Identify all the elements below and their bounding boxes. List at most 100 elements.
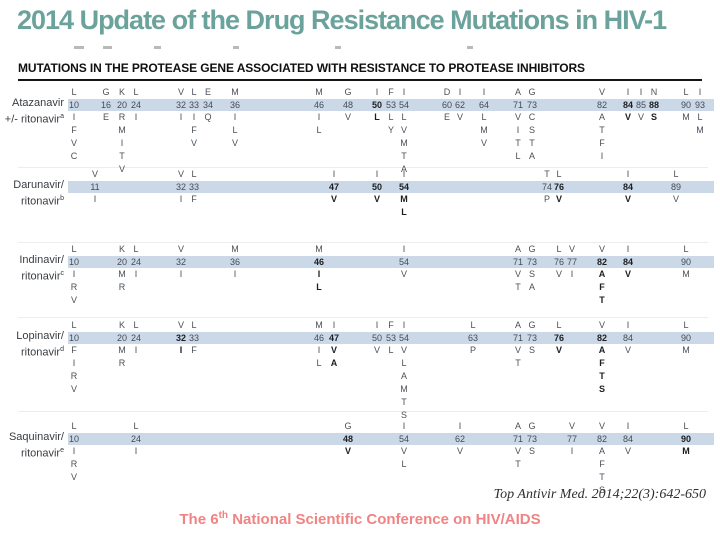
mutation-column: V 32 I — [168, 168, 194, 206]
codon-number: 84 — [622, 182, 633, 192]
mutant-amino-acid: L — [316, 282, 322, 292]
mutant-amino-acid: F — [191, 125, 197, 135]
mutant-amino-acid: V — [190, 138, 197, 148]
codon-number: 64 — [478, 100, 489, 110]
mutant-amino-acid: V — [624, 194, 631, 204]
codon-number: 32 — [175, 257, 186, 267]
mutation-column: M 36 I L V — [222, 86, 248, 150]
wildtype-amino-acid: L — [71, 421, 77, 431]
mutant-amino-acid: I — [179, 345, 183, 355]
drug-label: Saquinavir/ritonavire — [0, 431, 64, 461]
wildtype-amino-acid: L — [133, 320, 139, 330]
mutant-amino-acid: I — [179, 112, 183, 122]
mutation-column: M 46 I L — [306, 319, 332, 370]
mutant-amino-acid: V — [624, 269, 631, 279]
codon-number: 46 — [313, 257, 324, 267]
wildtype-amino-acid: I — [332, 169, 336, 179]
wildtype-amino-acid: L — [71, 244, 77, 254]
mutant-amino-acid: V — [344, 446, 351, 456]
drug-label: Darunavir/ritonavirb — [0, 179, 64, 209]
mutant-amino-acid: I — [72, 112, 76, 122]
wildtype-amino-acid: A — [514, 421, 521, 431]
codon-number: 82 — [596, 257, 607, 267]
mutant-amino-acid: P — [543, 194, 550, 204]
wildtype-amino-acid: L — [470, 320, 476, 330]
mutation-column: I 50 V — [364, 168, 390, 206]
mutation-column: I 47 V A — [321, 319, 347, 370]
mutation-column: I 84 V — [615, 420, 641, 458]
mutant-amino-acid: V — [373, 194, 380, 204]
mutant-amino-acid: L — [401, 459, 407, 469]
codon-number: 73 — [526, 100, 537, 110]
title-artifact-dash — [335, 46, 341, 49]
wildtype-amino-acid: L — [191, 169, 197, 179]
mutant-amino-acid: A — [598, 269, 606, 279]
mutant-amino-acid: I — [179, 269, 183, 279]
mutant-amino-acid: F — [599, 459, 605, 469]
wildtype-amino-acid: A — [514, 244, 521, 254]
mutant-amino-acid: V — [624, 345, 631, 355]
section-separator — [18, 317, 708, 318]
wildtype-amino-acid: V — [598, 320, 605, 330]
wildtype-amino-acid: F — [388, 320, 394, 330]
codon-number: 48 — [342, 100, 353, 110]
mutant-amino-acid: V — [456, 112, 463, 122]
mutation-column: L 33 I F V — [181, 86, 207, 150]
mutant-amino-acid: C — [528, 112, 536, 122]
wildtype-amino-acid: V — [177, 244, 184, 254]
mutant-amino-acid: V — [400, 345, 407, 355]
drug-label: Lopinavir/ritonavird — [0, 330, 64, 360]
wildtype-amino-acid: G — [344, 87, 352, 97]
codon-number: 85 — [635, 100, 646, 110]
codon-number: 50 — [371, 100, 382, 110]
codon-number: 10 — [68, 434, 79, 444]
codon-number: 20 — [116, 257, 127, 267]
codon-band — [68, 256, 714, 268]
mutant-amino-acid: I — [317, 345, 321, 355]
wildtype-amino-acid: K — [118, 244, 125, 254]
mutation-column: L 10 I R V — [61, 243, 87, 307]
codon-number: 73 — [526, 333, 537, 343]
codon-number: 54 — [398, 257, 409, 267]
mutant-amino-acid: M — [480, 125, 488, 135]
mutant-amino-acid: I — [233, 269, 237, 279]
mutation-column: I 50 V — [364, 319, 390, 357]
mutant-amino-acid: V — [514, 112, 521, 122]
wildtype-amino-acid: G — [528, 87, 536, 97]
wildtype-amino-acid: I — [626, 87, 630, 97]
mutation-column: L 89 V — [663, 168, 689, 206]
mutant-amino-acid: V — [400, 269, 407, 279]
mutation-column: L 90 M — [673, 420, 699, 458]
mutation-column: L 76 V — [546, 319, 572, 357]
codon-number: 54 — [398, 434, 409, 444]
mutant-amino-acid: V — [70, 384, 77, 394]
codon-number: 71 — [512, 434, 523, 444]
mutation-column: F 53 L Y — [378, 86, 404, 137]
mutant-amino-acid: R — [118, 358, 126, 368]
codon-number: 63 — [467, 333, 478, 343]
codon-number: 88 — [648, 100, 659, 110]
section-separator — [18, 411, 708, 412]
codon-number: 10 — [68, 257, 79, 267]
mutation-column: L 90 M — [673, 86, 699, 124]
mutation-column: K 20 M R — [109, 243, 135, 294]
mutant-amino-acid: V — [344, 112, 351, 122]
codon-number: 50 — [371, 333, 382, 343]
mutation-column: L 90 M — [673, 319, 699, 357]
drug-name-line1: Indinavir/ — [19, 254, 64, 266]
codon-number: 33 — [188, 182, 199, 192]
wildtype-amino-acid: L — [133, 421, 139, 431]
mutant-amino-acid: T — [599, 295, 605, 305]
mutant-amino-acid: R — [70, 282, 78, 292]
mutant-amino-acid: V — [637, 112, 644, 122]
header-rule — [18, 79, 702, 81]
footer-text-suffix: National Scientific Conference on HIV/AI… — [228, 511, 541, 528]
mutation-column: I 62 V — [447, 420, 473, 458]
mutation-column: G 16 E — [93, 86, 119, 124]
codon-number: 89 — [670, 182, 681, 192]
codon-number: 53 — [385, 100, 396, 110]
codon-number: 84 — [622, 333, 633, 343]
wildtype-amino-acid: G — [528, 244, 536, 254]
mutant-amino-acid: T — [401, 151, 407, 161]
drug-name-line1: Darunavir/ — [13, 179, 64, 191]
